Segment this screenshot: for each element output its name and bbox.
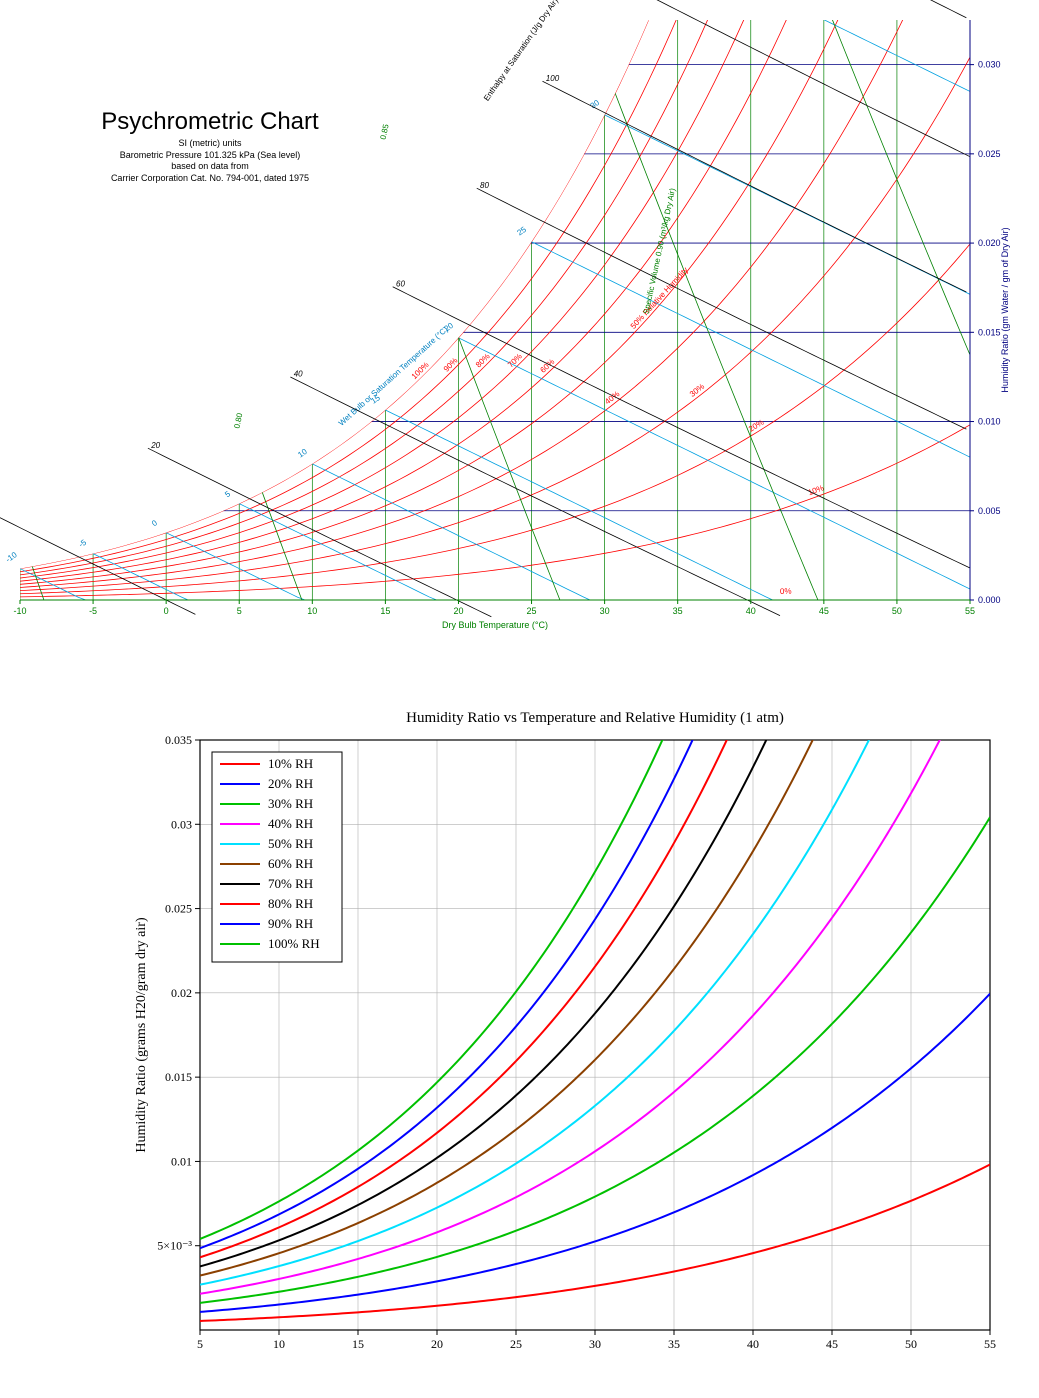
enthalpy-label: 100 [546,74,560,83]
x-tick-label: 0 [164,606,169,616]
humidity-ratio-chart: Humidity Ratio vs Temperature and Relati… [0,690,1010,1370]
wb-label: -10 [4,550,19,564]
psych-subtitle-1: Barometric Pressure 101.325 kPa (Sea lev… [60,150,360,162]
hr-legend-label: 70% RH [268,876,313,891]
enthalpy-axis-label: Enthalpy at Saturation (J/g Dry Air) [482,0,560,103]
hr-y-tick: 0.02 [171,986,192,1000]
rh-label: 40% [603,389,621,406]
hr-legend-label: 90% RH [268,916,313,931]
x-tick-label: 35 [673,606,683,616]
hr-x-tick: 15 [352,1337,364,1351]
hr-x-tick: 20 [431,1337,443,1351]
x-tick-label: 20 [453,606,463,616]
hr-legend-label: 40% RH [268,816,313,831]
wb-label: 30 [589,98,602,111]
x-tick-label: 50 [892,606,902,616]
x-tick-label: 40 [746,606,756,616]
hr-x-tick: 30 [589,1337,601,1351]
psych-title-block: Psychrometric Chart SI (metric) units Ba… [60,108,360,185]
y-tick-label: 0.000 [978,595,1001,605]
rh-label: 30% [688,382,706,399]
y-tick-label: 0.010 [978,417,1001,427]
y-axis-label: Humidity Ratio (gm Water / gm of Dry Air… [1000,227,1010,392]
hr-y-tick: 0.01 [171,1154,192,1168]
hr-x-tick: 40 [747,1337,759,1351]
psych-title: Psychrometric Chart [60,108,360,136]
y-tick-label: 0.020 [978,238,1001,248]
hr-y-label: Humidity Ratio (grams H20/gram dry air) [134,917,149,1153]
hr-y-tick: 5×10⁻³ [157,1239,192,1253]
x-tick-label: -5 [89,606,97,616]
enthalpy-label: 20 [150,441,160,450]
hr-x-tick: 10 [273,1337,285,1351]
volume-label: 0.80 [232,412,244,430]
x-tick-label: 30 [600,606,610,616]
hr-x-tick: 50 [905,1337,917,1351]
x-tick-label: 45 [819,606,829,616]
rh-label: 90% [442,356,460,374]
hr-legend-label: 20% RH [268,776,313,791]
x-tick-label: 15 [380,606,390,616]
hr-x-tick: 55 [984,1337,996,1351]
hr-legend-label: 10% RH [268,756,313,771]
hr-legend-label: 30% RH [268,796,313,811]
rh-label: 10% [807,483,825,497]
wb-label: 5 [223,489,232,499]
hr-legend-label: 60% RH [268,856,313,871]
wb-axis-label: Wet Bulb or Saturation Temperature (°C) [337,325,450,428]
psychrometric-chart: 0% 10% 20% 30% 40% 50% Relative Humidity 60% 70… [0,0,1010,660]
rh-label: 70% [506,352,524,370]
rh-label: 60% [538,357,556,375]
rh-label: 20% [747,418,765,434]
wb-label: 0 [150,518,159,528]
hr-x-tick: 45 [826,1337,838,1351]
hr-x-tick: 25 [510,1337,522,1351]
rh-label: 50% Relative Humidity [629,265,690,330]
psych-subtitle-2: based on data from [60,161,360,173]
hr-y-tick: 0.03 [171,817,192,831]
psych-subtitle-0: SI (metric) units [60,138,360,150]
rh-label: 80% [474,352,492,370]
x-tick-label: 10 [307,606,317,616]
enthalpy-label: 60 [396,279,405,288]
y-tick-label: 0.005 [978,506,1001,516]
wb-label: -5 [77,538,88,550]
wb-label: 10 [296,447,309,460]
hr-y-tick: 0.035 [165,733,192,747]
x-tick-label: 25 [527,606,537,616]
y-tick-label: 0.015 [978,327,1001,337]
psychrometric-chart-container: 0% 10% 20% 30% 40% 50% Relative Humidity 60% 70… [0,0,1039,660]
hr-y-tick: 0.015 [165,1070,192,1084]
wb-label: 25 [516,225,529,238]
hr-y-tick: 0.025 [165,902,192,916]
hr-x-tick: 5 [197,1337,203,1351]
hr-legend-label: 100% RH [268,936,320,951]
enthalpy-label: 80 [480,181,489,190]
psych-subtitle-3: Carrier Corporation Cat. No. 794-001, da… [60,173,360,185]
x-tick-label: 55 [965,606,975,616]
hr-title: Humidity Ratio vs Temperature and Relati… [406,710,784,726]
x-tick-label: 5 [237,606,242,616]
y-tick-label: 0.030 [978,60,1001,70]
volume-label: 0.85 [379,123,391,141]
enthalpy-label: 40 [294,370,303,379]
rh-label: 0% [780,587,792,596]
hr-legend-label: 80% RH [268,896,313,911]
hr-x-tick: 35 [668,1337,680,1351]
hr-legend-label: 50% RH [268,836,313,851]
humidity-ratio-chart-container: Humidity Ratio vs Temperature and Relati… [0,690,1039,1370]
x-tick-label: -10 [13,606,26,616]
y-tick-label: 0.025 [978,149,1001,159]
x-axis-label: Dry Bulb Temperature (°C) [442,620,548,630]
